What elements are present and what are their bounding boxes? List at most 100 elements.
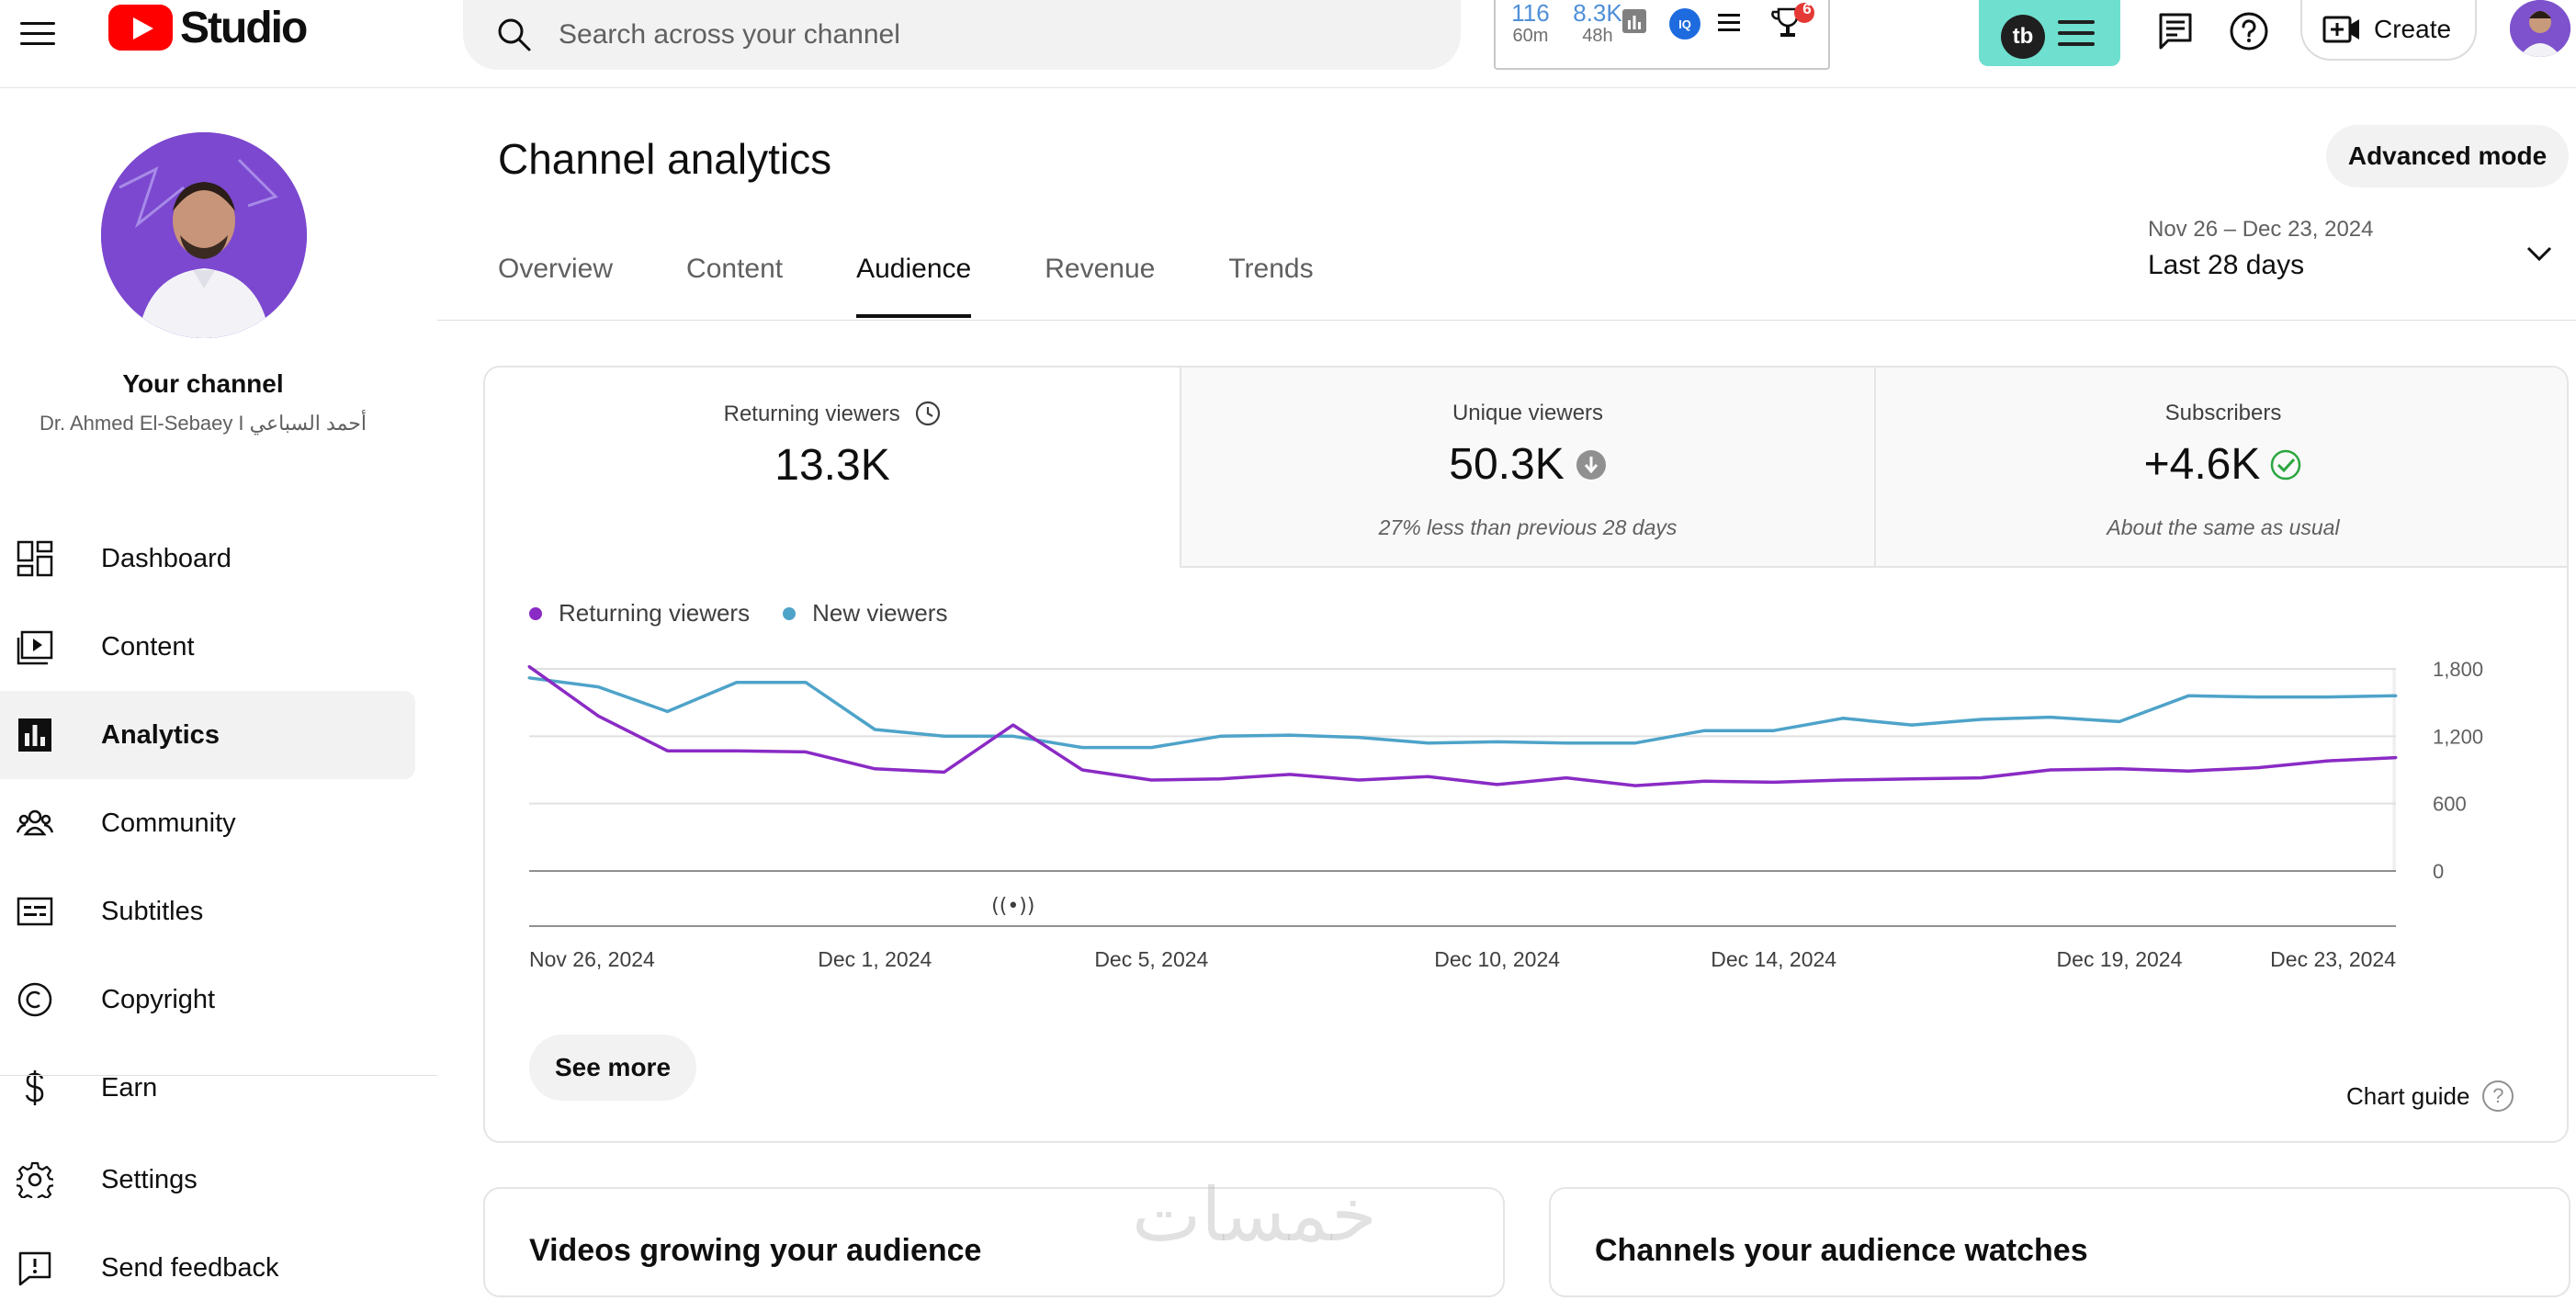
data-point <box>1149 778 1153 782</box>
data-point <box>1496 740 1499 743</box>
metric-label-text: Returning viewers <box>723 402 900 426</box>
top-bar: Studio 116 60m 8.3K 48h IQ <box>0 0 2576 88</box>
tab-overview[interactable]: Overview <box>498 254 614 284</box>
data-point <box>2394 694 2398 697</box>
studio-logo[interactable]: Studio <box>108 2 308 53</box>
series-line-returning-viewers <box>527 665 2397 787</box>
sidebar-item-copyright[interactable]: Copyright <box>0 956 415 1044</box>
data-point <box>1772 729 1776 732</box>
search-icon[interactable] <box>494 15 535 55</box>
audience-line-chart[interactable]: 0 600 1,200 1,800 ((•)) Nov 26, 2024 Dec 1, 20… <box>485 625 2569 974</box>
sidebar-item-analytics[interactable]: Analytics <box>0 691 415 779</box>
data-point <box>1841 778 1845 782</box>
trophy-icon[interactable] <box>1768 2 1815 46</box>
search-input[interactable] <box>557 18 1384 51</box>
sidebar-item-dashboard[interactable]: Dashboard <box>0 515 415 603</box>
metric-value: +4.6K <box>2143 440 2261 489</box>
sidebar-item-earn[interactable]: Earn <box>0 1044 415 1132</box>
data-point <box>1841 717 1845 720</box>
live-event-marker-icon[interactable]: ((•)) <box>991 895 1034 918</box>
sidebar-item-content[interactable]: Content <box>0 603 415 691</box>
sidebar-item-label: Earn <box>101 1072 158 1103</box>
data-point <box>527 665 531 669</box>
data-point <box>1288 733 1292 737</box>
y-tick-label: 1,200 <box>2433 725 2483 748</box>
legend-dot <box>529 606 542 620</box>
content-icon <box>17 630 53 665</box>
tab-content[interactable]: Content <box>686 254 784 284</box>
tab-revenue[interactable]: Revenue <box>1045 254 1156 284</box>
account-avatar[interactable] <box>2510 0 2570 57</box>
bar-chart-icon[interactable] <box>1621 7 1648 35</box>
data-point <box>1011 723 1015 727</box>
metric-unique-viewers[interactable]: Unique viewers 50.3K 27% less than previ… <box>1180 368 1874 568</box>
channel-avatar-image <box>101 132 307 338</box>
sidebar-item-send-feedback[interactable]: Send feedback <box>0 1224 415 1312</box>
legend-dot <box>783 606 797 620</box>
data-point <box>1565 776 1568 780</box>
y-tick-label: 600 <box>2433 793 2467 816</box>
copyright-icon <box>17 982 52 1017</box>
sidebar-item-subtitles[interactable]: Subtitles <box>0 867 415 956</box>
sidebar-item-label: Analytics <box>101 719 220 750</box>
audience-card: Returning viewers 13.3K Unique viewers 5… <box>483 366 2569 1143</box>
metric-note: 27% less than previous 28 days <box>1378 515 1678 539</box>
data-point <box>1149 746 1153 750</box>
sidebar-item-label: Send feedback <box>101 1252 279 1283</box>
data-point <box>666 709 670 713</box>
legend-label: Returning viewers <box>559 599 751 627</box>
data-point <box>1702 729 1706 732</box>
channel-avatar[interactable] <box>101 132 307 338</box>
data-point <box>1633 741 1637 745</box>
logo-text: Studio <box>180 3 308 52</box>
data-point <box>1772 780 1776 784</box>
data-point <box>596 685 600 689</box>
chevron-down-icon[interactable] <box>2525 243 2554 265</box>
analytics-icon <box>18 718 51 752</box>
tab-trends[interactable]: Trends <box>1228 254 1314 284</box>
data-point <box>1426 775 1429 778</box>
extension-stats-box[interactable]: 116 60m 8.3K 48h IQ 6 <box>1494 0 1830 70</box>
add-video-icon <box>2322 16 2359 43</box>
data-point <box>1080 746 1084 750</box>
chart-guide-link[interactable]: Chart guide ? <box>2346 1080 2514 1112</box>
down-arrow-icon <box>1576 449 1606 480</box>
clock-icon <box>916 401 941 426</box>
menu-icon[interactable] <box>20 15 57 51</box>
data-point <box>1357 736 1361 740</box>
sidebar-divider <box>0 1075 437 1076</box>
search-bar[interactable] <box>463 0 1461 70</box>
legend-returning-viewers[interactable]: Returning viewers <box>529 599 750 628</box>
date-range-dates: Nov 26 – Dec 23, 2024 <box>2148 217 2374 242</box>
tab-audience[interactable]: Audience <box>856 254 972 320</box>
analytics-tabs: Overview Content Audience Revenue Trends <box>498 254 1387 320</box>
vidiq-icon[interactable]: IQ <box>1668 7 1701 40</box>
metric-value: 50.3K <box>1449 440 1565 489</box>
data-point <box>2186 769 2190 773</box>
create-button[interactable]: Create <box>2300 0 2477 61</box>
views-60m-stat: 116 60m <box>1501 0 1560 46</box>
sidebar-item-settings[interactable]: Settings <box>0 1136 415 1224</box>
date-range-picker[interactable]: Nov 26 – Dec 23, 2024 Last 28 days <box>2148 217 2374 281</box>
data-point <box>804 681 808 684</box>
earn-icon <box>25 1070 44 1105</box>
help-icon[interactable] <box>2227 9 2271 53</box>
data-point <box>1357 778 1361 782</box>
sidebar-item-community[interactable]: Community <box>0 779 415 867</box>
subtitles-icon <box>17 897 53 926</box>
data-point <box>1288 773 1292 776</box>
legend-new-viewers[interactable]: New viewers <box>783 599 947 628</box>
metric-value: 13.3K <box>774 441 890 490</box>
trophy-badge-count: 6 <box>1802 0 1812 17</box>
list-icon[interactable] <box>1716 11 1744 35</box>
see-more-button[interactable]: See more <box>529 1035 696 1101</box>
advanced-mode-button[interactable]: Advanced mode <box>2326 125 2569 187</box>
tubebuddy-button[interactable]: tb <box>1979 0 2120 66</box>
metric-subscribers[interactable]: Subscribers +4.6K About the same as usua… <box>1874 368 2567 568</box>
data-point <box>873 767 876 771</box>
messages-icon[interactable] <box>2153 9 2198 53</box>
data-point <box>735 681 739 684</box>
data-point <box>2394 756 2398 760</box>
metric-returning-viewers[interactable]: Returning viewers 13.3K <box>485 368 1180 568</box>
channel-name: Dr. Ahmed El-Sebaey I أحمد السباعي <box>39 412 367 435</box>
